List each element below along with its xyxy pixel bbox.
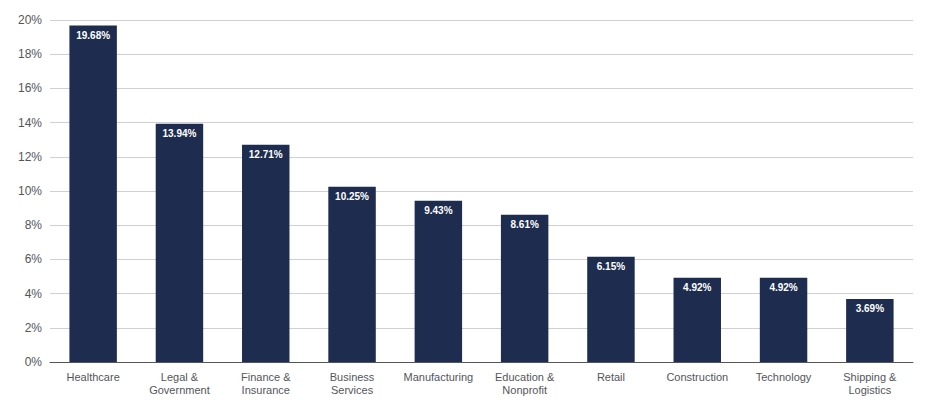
svg-text:9.43%: 9.43% xyxy=(424,205,452,216)
svg-text:Legal &: Legal & xyxy=(161,371,199,383)
svg-text:20%: 20% xyxy=(18,13,42,27)
svg-text:8%: 8% xyxy=(25,218,43,232)
svg-text:19.68%: 19.68% xyxy=(76,30,110,41)
svg-text:14%: 14% xyxy=(18,116,42,130)
svg-text:Services: Services xyxy=(331,384,374,396)
svg-text:4.92%: 4.92% xyxy=(683,282,711,293)
svg-text:Retail: Retail xyxy=(597,371,625,383)
svg-text:16%: 16% xyxy=(18,81,42,95)
svg-text:Finance &: Finance & xyxy=(241,371,291,383)
svg-text:Manufacturing: Manufacturing xyxy=(403,371,473,383)
svg-text:4.92%: 4.92% xyxy=(769,282,797,293)
svg-text:4%: 4% xyxy=(25,287,43,301)
svg-text:10.25%: 10.25% xyxy=(335,191,369,202)
svg-text:Construction: Construction xyxy=(666,371,728,383)
svg-text:8.61%: 8.61% xyxy=(510,219,538,230)
svg-text:6%: 6% xyxy=(25,252,43,266)
svg-text:0%: 0% xyxy=(25,355,43,369)
svg-text:Healthcare: Healthcare xyxy=(67,371,120,383)
svg-text:Technology: Technology xyxy=(756,371,812,383)
svg-text:Logistics: Logistics xyxy=(848,384,891,396)
svg-text:13.94%: 13.94% xyxy=(162,128,196,139)
svg-text:Insurance: Insurance xyxy=(242,384,290,396)
svg-text:12.71%: 12.71% xyxy=(249,149,283,160)
svg-text:Nonprofit: Nonprofit xyxy=(502,384,547,396)
svg-text:Education &: Education & xyxy=(495,371,555,383)
svg-text:3.69%: 3.69% xyxy=(856,303,884,314)
svg-text:18%: 18% xyxy=(18,47,42,61)
svg-text:Shipping &: Shipping & xyxy=(843,371,897,383)
svg-text:Business: Business xyxy=(330,371,375,383)
svg-text:2%: 2% xyxy=(25,321,43,335)
svg-text:12%: 12% xyxy=(18,150,42,164)
svg-text:6.15%: 6.15% xyxy=(597,261,625,272)
svg-text:Government: Government xyxy=(149,384,210,396)
svg-text:10%: 10% xyxy=(18,184,42,198)
